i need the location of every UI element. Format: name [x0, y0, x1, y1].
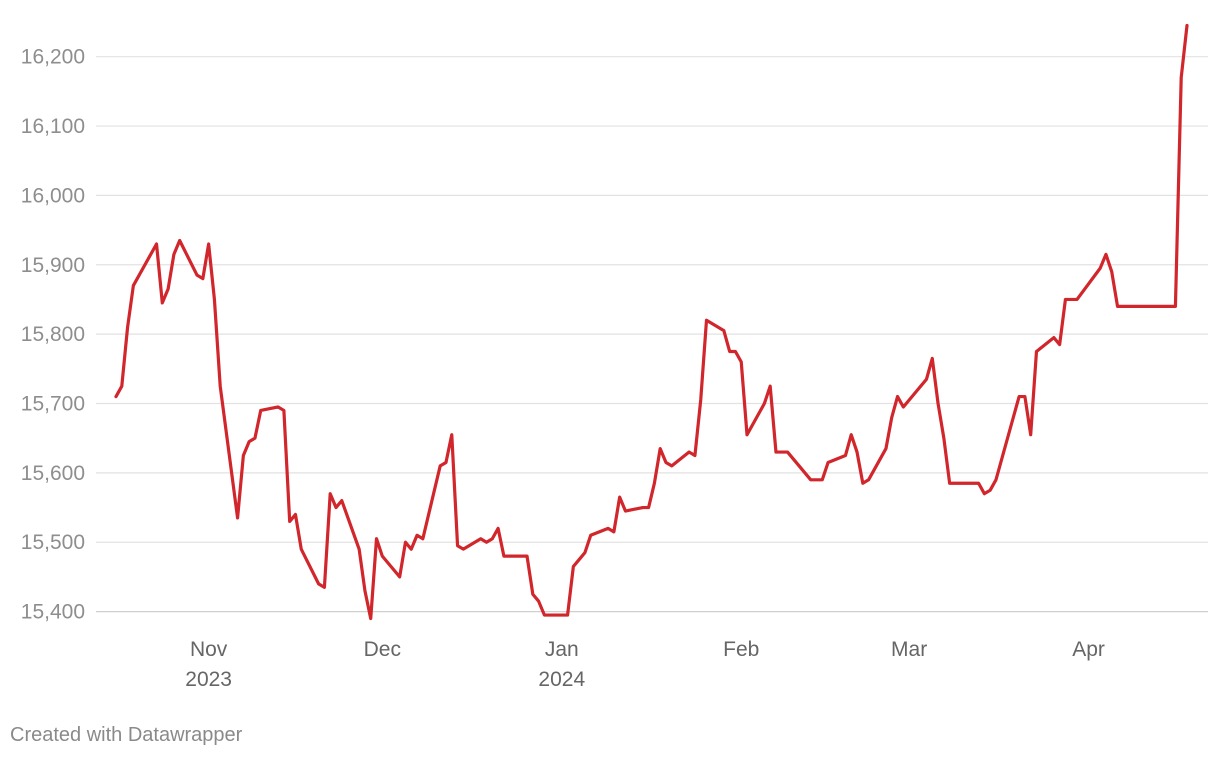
x-tick-year-label: 2023 — [185, 668, 232, 691]
y-tick-label: 15,600 — [21, 462, 85, 485]
y-tick-label: 15,800 — [21, 323, 85, 346]
series-layer — [114, 23, 1189, 621]
x-tick-label: Dec — [364, 638, 401, 661]
datawrapper-credit[interactable]: Created with Datawrapper — [10, 724, 243, 746]
series-line-0 — [114, 23, 1189, 621]
x-axis-tick-labels: Nov 2023 Dec Jan 2024 Feb Mar Apr — [185, 638, 1105, 691]
y-axis-tick-labels: 15,400 15,500 15,600 15,700 15,800 15,900 16,0… — [21, 46, 85, 624]
gridlines — [96, 56, 1208, 613]
x-tick-label: Jan — [545, 638, 579, 661]
y-tick-label: 15,400 — [21, 601, 85, 624]
y-tick-label: 16,100 — [21, 115, 85, 138]
x-tick-label: Apr — [1072, 638, 1105, 661]
x-tick-label: Feb — [723, 638, 759, 661]
y-tick-label: 15,500 — [21, 531, 85, 554]
x-tick-label: Mar — [891, 638, 927, 661]
line-chart: 15,400 15,500 15,600 15,700 15,800 15,900 16,0… — [21, 23, 1208, 691]
y-tick-label: 15,900 — [21, 254, 85, 277]
x-tick-label: Nov — [190, 638, 228, 661]
x-tick-year-label: 2024 — [538, 668, 585, 691]
y-tick-label: 15,700 — [21, 393, 85, 416]
y-tick-label: 16,000 — [21, 184, 85, 207]
y-tick-label: 16,200 — [21, 46, 85, 69]
